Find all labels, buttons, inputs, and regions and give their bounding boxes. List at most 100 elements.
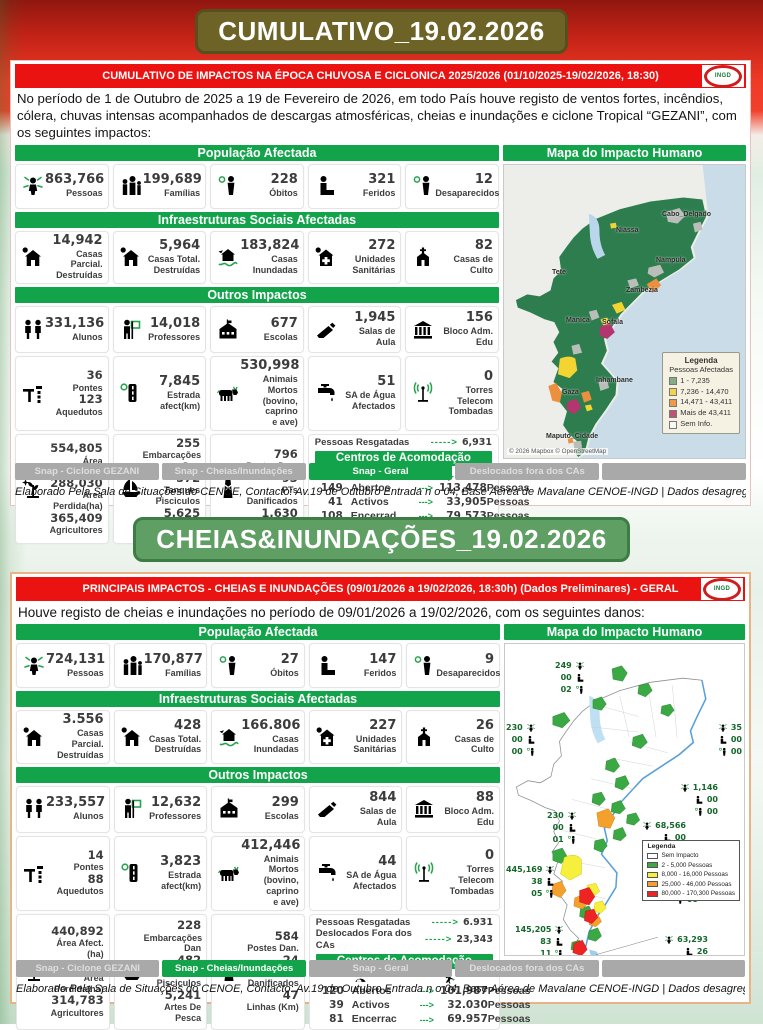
map-annotation: 445,169 38 05 bbox=[506, 864, 555, 899]
section2-map-header: Mapa do Impacto Humano bbox=[504, 624, 745, 641]
stat-label: (bovino, caprino bbox=[262, 395, 298, 417]
centro-count: 120 bbox=[321, 985, 344, 998]
tab-snap-cheias-inundacoes[interactable]: Snap - Cheias/Inundações bbox=[161, 463, 306, 480]
stat-label2: Inundadas bbox=[253, 744, 299, 755]
stat-value: 36 bbox=[86, 368, 103, 383]
mozambique-choropleth-map bbox=[504, 164, 745, 458]
section1-tabbar: Snap - Ciclone GEZANI Snap - Cheias/Inun… bbox=[15, 463, 746, 480]
tab-deslocados-fora-cas[interactable]: Deslocados fora dos CAs bbox=[455, 960, 599, 977]
section1-footnote: Elaborado Pela Sala de Situações do CENO… bbox=[15, 480, 746, 502]
students-icon bbox=[22, 797, 46, 821]
section2-outros-row1: 233,557 Alunos 12,632 Professores 299 Escol… bbox=[16, 785, 500, 833]
ingd-logo-text: INGD bbox=[713, 586, 731, 592]
centro-people: 32.030 bbox=[447, 999, 488, 1012]
annotation-deaths: 00 bbox=[511, 747, 523, 757]
stat-label: Área Perdida(ha) bbox=[53, 490, 103, 512]
annotation-injured: 26 bbox=[696, 947, 708, 956]
stat-card-desaparecidos: 12 Desaparecidos bbox=[405, 163, 499, 209]
stat-label2: Inundadas bbox=[252, 264, 298, 275]
stat-label: Embarcações Dan bbox=[143, 932, 203, 954]
tab-snap-ciclone-gezani[interactable]: Snap - Ciclone GEZANI bbox=[16, 960, 160, 977]
stat-label: Alunos bbox=[72, 331, 103, 342]
map-annotation: 230 00 00 bbox=[506, 722, 536, 757]
displaced-outside-row: Deslocados Fora dos CAs -----> 23,343 bbox=[316, 928, 493, 952]
section1-outros-row2: 36 Pontes 123 Aquedutos 7,845 Estrada afect(… bbox=[15, 356, 499, 431]
stat-label: Alunos bbox=[73, 811, 104, 822]
admin-building-icon bbox=[411, 318, 435, 342]
tab-snap-ciclone-gezani[interactable]: Snap - Ciclone GEZANI bbox=[15, 463, 159, 480]
legend-swatch bbox=[647, 871, 659, 878]
section2-map: 249 00 02 230 00 00 230 00 01 bbox=[504, 643, 745, 956]
legend-item: 80,000 - 170,300 Pessoas bbox=[647, 889, 735, 898]
stat-label: SA de Água bbox=[345, 390, 396, 401]
annotation-deaths: 11 bbox=[540, 949, 552, 956]
section2-header-outros: Outros Impactos bbox=[16, 766, 500, 783]
stat-value: 14,942 bbox=[52, 232, 103, 248]
tab-empty[interactable] bbox=[601, 960, 746, 977]
people-burst-icon bbox=[21, 174, 45, 198]
centros-row-activos: 41 Activos ---> 33,905 Pessoas bbox=[315, 495, 529, 509]
map-annotation: 145,205 83 11 bbox=[515, 924, 564, 956]
section2-header-populacao: População Afectada bbox=[16, 624, 500, 641]
deceased-person-icon bbox=[526, 747, 536, 757]
stat-label: Aquedutos bbox=[55, 406, 103, 417]
ingd-logo-text: INGD bbox=[714, 73, 732, 79]
displaced-label: Deslocados Fora dos CAs bbox=[315, 928, 412, 952]
stat-label2: Destruídas bbox=[56, 270, 103, 281]
tab-snap-cheias-inundacoes[interactable]: Snap - Cheias/Inundações bbox=[162, 960, 306, 977]
stat-card-salas-aula: 1,945 Salas de Aula bbox=[307, 306, 402, 353]
stat-label: Animais Mortos bbox=[263, 853, 299, 875]
stat-label: Casas de Culto bbox=[453, 254, 493, 275]
people-burst-icon bbox=[642, 821, 652, 831]
injured-person-icon bbox=[526, 735, 536, 745]
stat-card-casas-parcial: 3.556 Casas Parcial. Destruídas bbox=[16, 710, 110, 764]
tab-snap-geral[interactable]: Snap - Geral bbox=[308, 463, 453, 480]
centro-unit: Pessoas bbox=[486, 495, 530, 508]
legend-swatch bbox=[669, 398, 678, 407]
centro-unit: Pessoas bbox=[487, 999, 531, 1012]
stat-value: 5,241 bbox=[164, 987, 202, 1002]
legend-subtitle: Pessoas Afectadas bbox=[669, 364, 733, 374]
stat-value: 82 bbox=[474, 238, 493, 254]
tab-deslocados-fora-cas[interactable]: Deslocados fora dos CAs bbox=[455, 463, 600, 480]
province-label: Maputo_Cidade bbox=[546, 432, 599, 440]
stat-card-bloco-adm: 88 Bloco Adm. Edu bbox=[406, 785, 500, 833]
stat-value: 440,892 bbox=[51, 923, 104, 938]
legend-label: 7,236 - 14,470 bbox=[680, 386, 729, 396]
stat-card-sa-agua: 51 SA de Água Afectados bbox=[307, 356, 402, 431]
stat-card-feridos: 147 Feridos bbox=[308, 643, 403, 689]
stat-label: Área Afect.(ha) bbox=[56, 937, 104, 959]
section2-infra-row: 3.556 Casas Parcial. Destruídas 428 Casas T… bbox=[16, 710, 500, 764]
stat-value: 233,557 bbox=[46, 795, 106, 811]
section1-banner-text: CUMULATIVO DE IMPACTOS NA ÉPOCA CHUVOSA … bbox=[102, 70, 659, 82]
stat-card-pontes: 36 Pontes 123 Aquedutos bbox=[15, 356, 109, 431]
stat-card-torres: 0 Torres Telecom Tombadas bbox=[405, 356, 499, 431]
stat-value: 1,630 bbox=[261, 505, 298, 520]
stat-card-professores: 12,632 Professores bbox=[113, 785, 208, 833]
footnote-text: Elaborado Pela Sala de Situações do CENO… bbox=[15, 486, 746, 498]
annotation-injured: 00 bbox=[511, 735, 523, 745]
stat-label: Unidades bbox=[354, 254, 396, 264]
stat-value: 0 bbox=[483, 368, 493, 384]
tab-empty[interactable] bbox=[602, 463, 746, 480]
stat-label: Casas Parcial. bbox=[71, 728, 104, 749]
stat-value: 14,018 bbox=[150, 315, 201, 331]
legend-swatch bbox=[669, 409, 678, 418]
injured-person-icon bbox=[684, 947, 694, 956]
centro-people: 101,987 bbox=[439, 985, 488, 998]
stat-label: Casas bbox=[271, 254, 298, 264]
stat-label: Aquedutos bbox=[56, 886, 104, 897]
stat-card-unidades-sanitarias: 272 Unidades Sanitárias bbox=[307, 230, 402, 284]
water-tap-icon bbox=[314, 381, 338, 405]
legend-swatch bbox=[647, 890, 659, 897]
school-icon bbox=[216, 318, 240, 342]
family-icon bbox=[120, 654, 144, 678]
stat-label: Pontes bbox=[73, 862, 104, 873]
stat-card-estrada: 7,845 Estrada afect(km) bbox=[112, 356, 207, 431]
stat-card-casas-parcial: 14,942 Casas Parcial. Destruídas bbox=[15, 230, 109, 284]
displaced-value: 23,343 bbox=[456, 934, 493, 946]
stat-card-obitos: 27 Óbitos bbox=[211, 643, 305, 689]
tab-snap-geral[interactable]: Snap - Geral bbox=[308, 960, 453, 977]
rescued-value: 6,931 bbox=[461, 436, 492, 448]
stat-label: Postes Dan. bbox=[247, 943, 299, 954]
